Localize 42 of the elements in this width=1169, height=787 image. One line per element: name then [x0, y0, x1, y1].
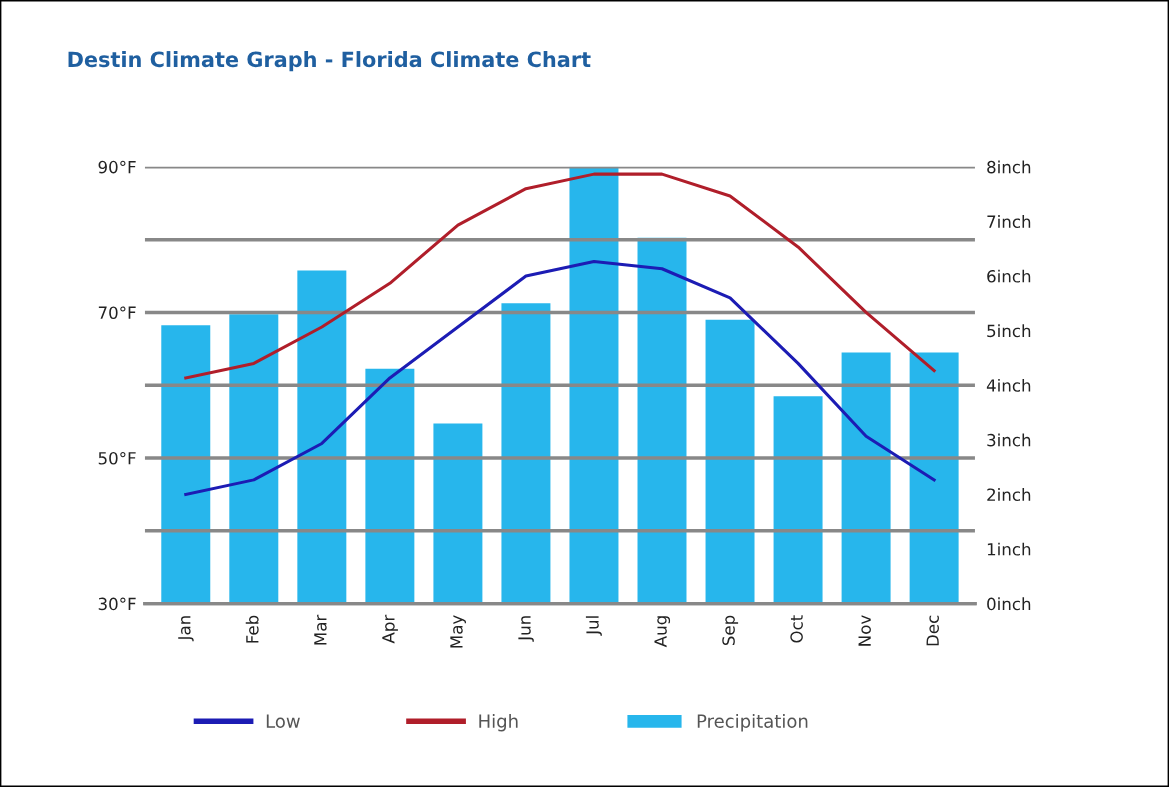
- y-tick-label: 70°F: [98, 306, 136, 320]
- x-tick-label: May: [450, 615, 466, 648]
- x-tick-label: Feb: [245, 615, 259, 643]
- y-tick-label: 30°F: [98, 597, 136, 611]
- y2-tick-label: 0inch: [987, 597, 1031, 611]
- y-tick-label: 90°F: [98, 160, 136, 174]
- x-tick-label: Jul: [585, 616, 602, 636]
- bar: [909, 352, 959, 604]
- y2-tick-label: 6inch: [987, 269, 1031, 283]
- y-tick-label: 50°F: [98, 452, 136, 465]
- bar: [841, 352, 891, 604]
- x-tick-label: Apr: [382, 614, 398, 644]
- bar: [705, 319, 755, 604]
- y2-tick-label: 4inch: [986, 378, 1031, 392]
- y2-tick-label: 7inch: [987, 215, 1031, 229]
- bar: [161, 325, 211, 604]
- x-tick-label: Jun: [518, 616, 534, 642]
- y2-tick-label: 1inch: [987, 542, 1031, 556]
- bar: [365, 368, 415, 604]
- bar: [501, 303, 551, 604]
- bar: [569, 166, 619, 604]
- y2-tick-label: 8inch: [987, 160, 1031, 174]
- y2-tick-label: 5inch: [987, 324, 1031, 338]
- x-tick-label: Oct: [790, 615, 803, 643]
- bar: [229, 314, 279, 604]
- x-tick-label: Nov: [858, 615, 871, 646]
- bar: [773, 396, 823, 604]
- legend-label: Precipitation: [697, 713, 808, 732]
- line-series: [184, 172, 936, 380]
- bar: [297, 270, 347, 604]
- bar: [433, 423, 483, 604]
- y2-tick-label: 3inch: [987, 433, 1031, 447]
- y2-tick-label: 2inch: [987, 488, 1031, 501]
- legend-label: High: [479, 713, 518, 732]
- legend-label: Low: [266, 714, 300, 728]
- x-tick-label: Aug: [654, 616, 671, 648]
- x-tick-label: Sep: [722, 615, 739, 646]
- chart-title: Destin Climate Graph - Florida Climate Chart: [68, 51, 591, 72]
- line-series: [184, 259, 936, 496]
- x-tick-label: Mar: [314, 614, 327, 645]
- x-tick-label: Jan: [178, 616, 194, 642]
- x-tick-label: Dec: [926, 615, 939, 646]
